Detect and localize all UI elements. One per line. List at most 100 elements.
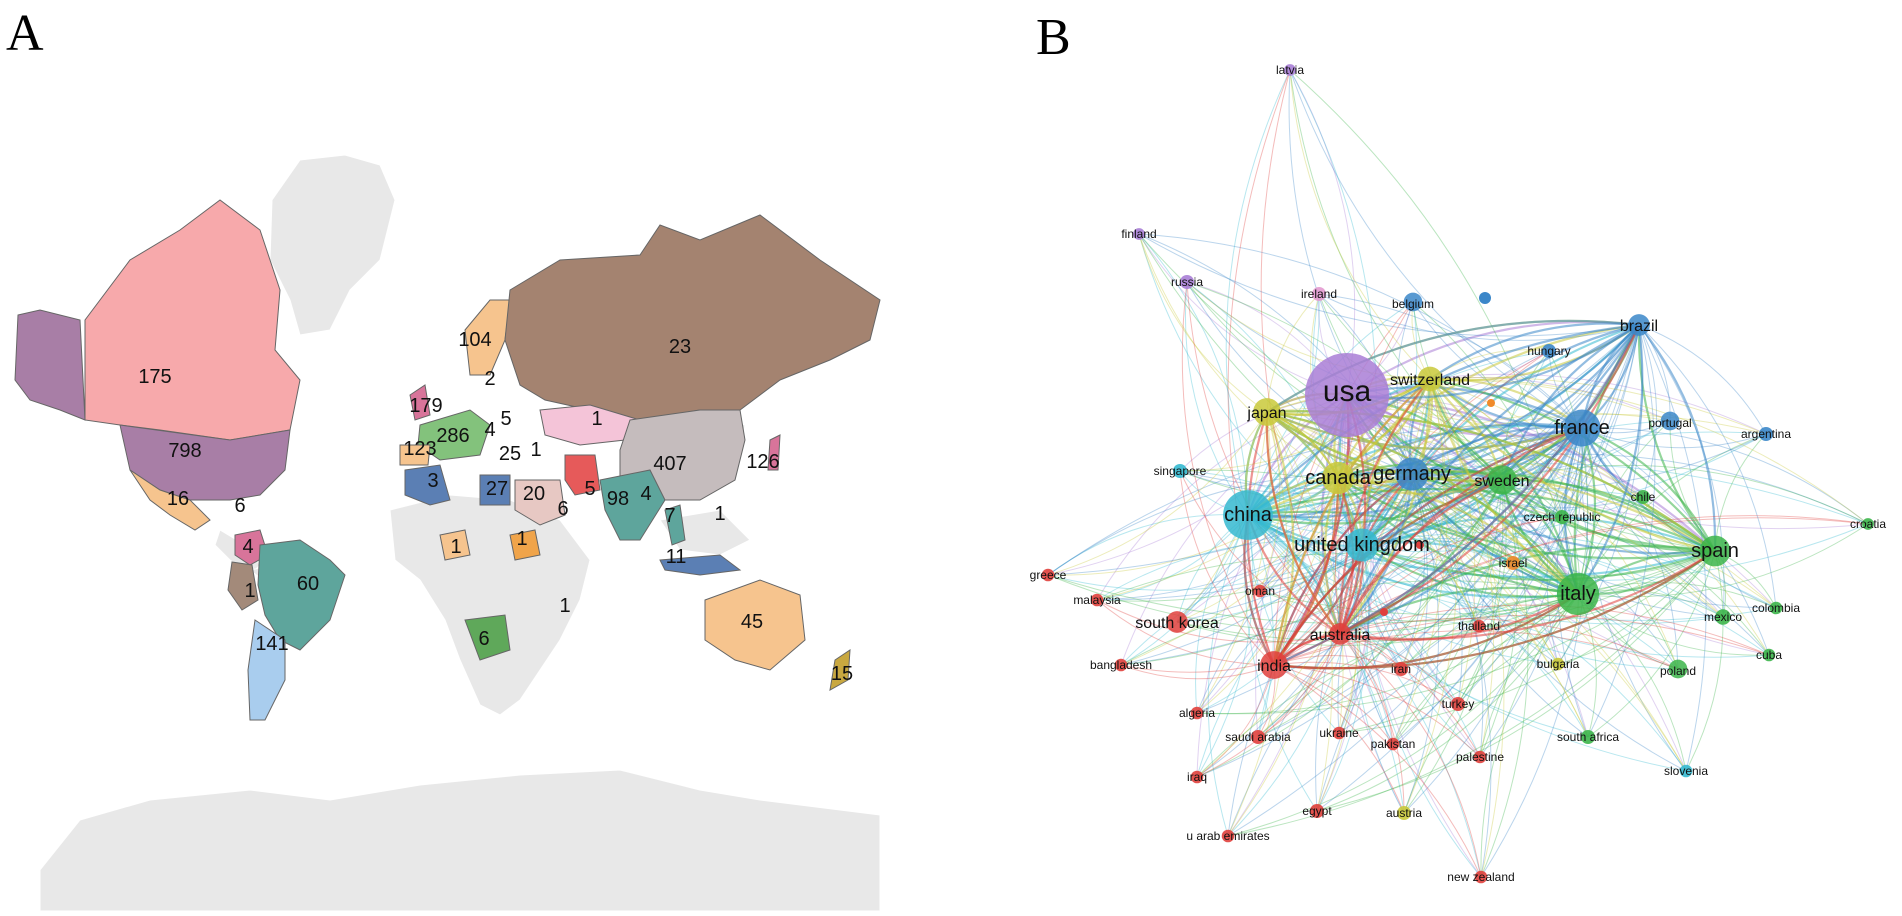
network-edge: [1411, 473, 1463, 705]
network-node-new-zealand[interactable]: [1474, 870, 1488, 884]
network-label: iraq: [1187, 770, 1207, 784]
network-node-argentina[interactable]: [1758, 426, 1774, 442]
country-canada[interactable]: [84, 199, 301, 441]
network-node-bulgaria[interactable]: [1551, 657, 1565, 671]
map-count-label: 1: [530, 439, 541, 461]
network-node-croatia[interactable]: [1862, 518, 1874, 530]
network-node-chile[interactable]: [1635, 489, 1651, 505]
network-node-egypt[interactable]: [1309, 803, 1325, 819]
country-spain[interactable]: [399, 444, 431, 466]
country-thailand[interactable]: [664, 504, 686, 546]
network-node-oman[interactable]: [1253, 584, 1267, 598]
network-edge: [1361, 544, 1579, 598]
network-node-israel[interactable]: [1505, 555, 1521, 571]
network-node-latvia[interactable]: [1284, 64, 1296, 76]
country-nigeria[interactable]: [439, 529, 471, 561]
network-node-slovenia[interactable]: [1679, 764, 1693, 778]
country-peru[interactable]: [227, 561, 259, 611]
network-node-greece[interactable]: [1041, 568, 1055, 582]
country-argentina[interactable]: [247, 619, 286, 721]
network-label: slovenia: [1664, 764, 1708, 778]
network-node-algeria[interactable]: [1190, 706, 1204, 720]
network-label: australia: [1310, 627, 1371, 644]
network-node-unlabeled[interactable]: [1487, 399, 1495, 407]
network-node-russia[interactable]: [1179, 274, 1195, 290]
country-algeria[interactable]: [404, 464, 451, 506]
network-edge: [1361, 538, 1724, 618]
network-edge: [1247, 514, 1559, 665]
network-node-mexico[interactable]: [1715, 609, 1731, 625]
network-node-portugal[interactable]: [1660, 411, 1680, 431]
network-node-hungary[interactable]: [1541, 343, 1557, 359]
network-edge: [1257, 378, 1431, 738]
network-node-south-korea[interactable]: [1166, 611, 1188, 633]
network-node-australia[interactable]: [1329, 623, 1351, 645]
network-node-iraq[interactable]: [1190, 770, 1204, 784]
network-node-india[interactable]: [1260, 651, 1288, 679]
network-label: singapore: [1154, 464, 1207, 478]
network-node-turkey[interactable]: [1450, 696, 1466, 712]
network-edge: [1225, 69, 1291, 516]
network-node-singapore[interactable]: [1172, 463, 1188, 479]
network-node-france[interactable]: [1563, 409, 1601, 447]
network-node-ireland[interactable]: [1311, 286, 1327, 302]
network-edge: [1480, 479, 1529, 878]
network-node-usa[interactable]: [1305, 353, 1389, 437]
network-node-sweden[interactable]: [1487, 465, 1517, 495]
network-node-czech-republic[interactable]: [1554, 509, 1570, 525]
network-node-brazil[interactable]: [1628, 314, 1650, 336]
country-brazil[interactable]: [257, 539, 346, 651]
network-node-austria[interactable]: [1396, 805, 1412, 821]
country-south-africa[interactable]: [464, 614, 511, 661]
network-edge: [1289, 69, 1431, 380]
network-edge: [1176, 593, 1579, 646]
network-node-cuba[interactable]: [1762, 648, 1776, 662]
network-edge: [1669, 420, 1716, 552]
country-japan[interactable]: [767, 434, 781, 471]
network-node-unlabeled[interactable]: [1380, 608, 1388, 616]
network-node-saudi-arabia[interactable]: [1250, 729, 1266, 745]
network-edge: [1346, 394, 1481, 758]
network-node-bangladesh[interactable]: [1114, 658, 1128, 672]
network-node-germany[interactable]: [1395, 457, 1429, 491]
network-node-china[interactable]: [1223, 490, 1273, 540]
network-edge: [1266, 411, 1503, 482]
network-node-belgium[interactable]: [1403, 292, 1423, 312]
country-alaska[interactable]: [14, 309, 86, 421]
network-node-switzerland[interactable]: [1417, 366, 1443, 392]
network-node-thailand[interactable]: [1472, 619, 1486, 633]
country-uk[interactable]: [409, 384, 431, 421]
country-russia[interactable]: [504, 214, 881, 421]
country-egypt[interactable]: [479, 474, 511, 506]
network-node-united-kingdom[interactable]: [1345, 528, 1379, 562]
network-node-south-africa[interactable]: [1580, 729, 1596, 745]
network-node-unlabeled[interactable]: [1479, 292, 1491, 304]
network-node-malaysia[interactable]: [1090, 593, 1104, 607]
network-node-poland[interactable]: [1668, 659, 1688, 679]
network-node-pakistan[interactable]: [1386, 737, 1400, 751]
network-node-u-arab-emirates[interactable]: [1221, 829, 1235, 843]
network-node-canada[interactable]: [1321, 461, 1355, 495]
network-node-palestine[interactable]: [1473, 750, 1487, 764]
country-saudi[interactable]: [514, 479, 566, 526]
country-ethiopia[interactable]: [509, 529, 541, 561]
network-node-japan[interactable]: [1253, 398, 1281, 426]
country-new-zealand[interactable]: [829, 649, 851, 691]
network-node-iran[interactable]: [1393, 661, 1409, 677]
country-mexico[interactable]: [129, 469, 211, 531]
network-edge: [1255, 394, 1348, 738]
network-edge: [1273, 664, 1405, 814]
network-node-ukraine[interactable]: [1332, 726, 1346, 740]
network-edge: [1257, 479, 1503, 738]
network-node-italy[interactable]: [1556, 572, 1600, 616]
country-iran[interactable]: [564, 454, 601, 496]
network-node-spain[interactable]: [1699, 535, 1731, 567]
country-india[interactable]: [599, 469, 666, 541]
country-indonesia[interactable]: [659, 554, 742, 576]
country-australia[interactable]: [704, 579, 806, 671]
network-edge: [1265, 411, 1341, 635]
network-panel: usa china italy france united kingdom germany…: [1000, 0, 1902, 911]
network-node-finland[interactable]: [1133, 228, 1145, 240]
network-node-unlabeled[interactable]: [1416, 541, 1424, 549]
network-node-colombia[interactable]: [1769, 601, 1783, 615]
